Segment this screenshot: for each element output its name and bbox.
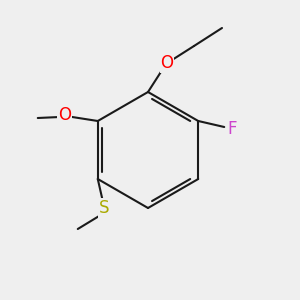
Text: O: O: [160, 54, 173, 72]
Text: O: O: [58, 106, 71, 124]
Text: S: S: [98, 199, 109, 217]
Text: F: F: [227, 120, 237, 138]
